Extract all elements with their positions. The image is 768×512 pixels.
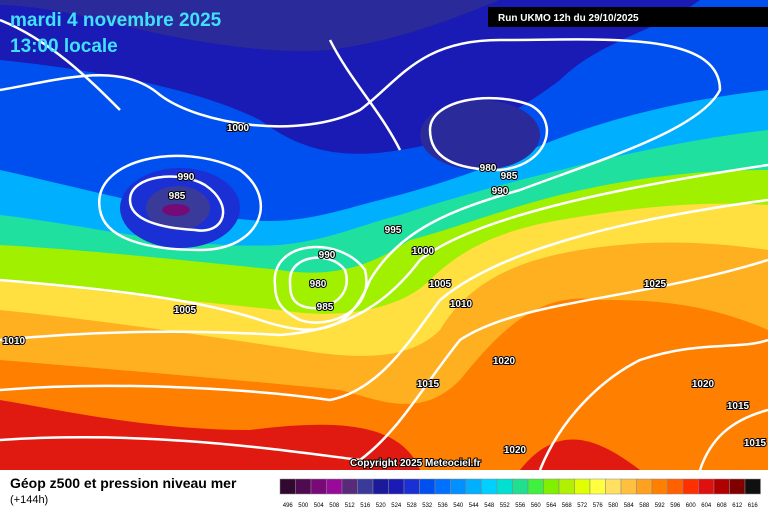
date-title: mardi 4 novembre 2025 [10, 10, 222, 31]
isobar-label: 990 [178, 172, 195, 183]
legend-label: 592 [655, 503, 666, 509]
isobar-label: 995 [385, 225, 402, 236]
legend-swatch [357, 478, 374, 495]
legend-label: 532 [422, 503, 433, 509]
legend-swatch [310, 478, 327, 495]
legend-swatch [465, 478, 482, 495]
isobar-label: 1010 [3, 336, 26, 347]
legend-label: 512 [345, 503, 356, 509]
legend-swatch [558, 478, 575, 495]
isobar-label: 1015 [727, 401, 750, 412]
legend-swatch [388, 478, 405, 495]
legend-swatch [450, 478, 467, 495]
legend-swatch [372, 478, 389, 495]
legend-label: 500 [298, 503, 309, 509]
legend-label: 508 [329, 503, 340, 509]
legend-label: 544 [469, 503, 480, 509]
copyright: Copyright 2025 Meteociel.fr [350, 458, 481, 469]
legend-label: 568 [562, 503, 573, 509]
legend-swatch [605, 478, 622, 495]
legend-label: 584 [624, 503, 635, 509]
isobar-label: 980 [480, 163, 497, 174]
run-label: Run UKMO 12h du 29/10/2025 [498, 13, 639, 24]
isobar-label: 1000 [227, 123, 250, 134]
legend-swatch [729, 478, 746, 495]
isobars [0, 18, 768, 471]
background-field [0, 0, 768, 470]
isobar-label: 980 [310, 279, 327, 290]
isobar-label: 1015 [417, 379, 440, 390]
legend-swatch [496, 478, 513, 495]
legend-label: 496 [283, 503, 294, 509]
isobar-label: 985 [169, 191, 186, 202]
legend-label: 516 [360, 503, 371, 509]
legend-swatch [481, 478, 498, 495]
legend-label: 536 [438, 503, 449, 509]
legend-swatch [527, 478, 544, 495]
isobar-label: 985 [317, 302, 334, 313]
legend-swatch [341, 478, 358, 495]
legend-label: 556 [515, 503, 526, 509]
legend-swatch [403, 478, 420, 495]
isobar-label: 1020 [493, 356, 516, 367]
legend-label: 576 [593, 503, 604, 509]
time-title: 13:00 locale [10, 36, 118, 57]
isobar-label: 990 [492, 186, 509, 197]
isobar-label: 1005 [429, 279, 452, 290]
run-box [488, 7, 768, 27]
legend-swatch [698, 478, 715, 495]
legend-label: 616 [748, 503, 759, 509]
isobar-label: 1020 [504, 445, 527, 456]
legend-swatch [512, 478, 529, 495]
legend-label: 528 [407, 503, 418, 509]
legend-swatch [279, 478, 296, 495]
isobar-label: 1005 [174, 305, 197, 316]
legend-label: 564 [546, 503, 557, 509]
legend-label: 572 [577, 503, 588, 509]
legend-label: 520 [376, 503, 387, 509]
legend-label: 524 [391, 503, 402, 509]
legend-swatch [636, 478, 653, 495]
legend-label: 560 [531, 503, 542, 509]
legend-label: 608 [717, 503, 728, 509]
legend-label: 548 [484, 503, 495, 509]
legend-swatch [574, 478, 591, 495]
legend-swatch [651, 478, 668, 495]
legend-swatch [620, 478, 637, 495]
legend-label: 604 [701, 503, 712, 509]
legend-swatch [713, 478, 730, 495]
legend-label: 600 [686, 503, 697, 509]
legend-swatch [543, 478, 560, 495]
legend-label: 552 [500, 503, 511, 509]
isobar-label: 1025 [644, 279, 667, 290]
legend-swatch [744, 478, 761, 495]
legend-swatch [434, 478, 451, 495]
legend-swatch [589, 478, 606, 495]
legend-label: 612 [732, 503, 743, 509]
legend-label: 540 [453, 503, 464, 509]
legend-swatch [295, 478, 312, 495]
isobar-label: 985 [501, 171, 518, 182]
footer-subtitle: (+144h) [10, 494, 48, 506]
footer-title: Géop z500 et pression niveau mer [10, 475, 237, 491]
legend-label: 596 [670, 503, 681, 509]
isobar-label: 1020 [692, 379, 715, 390]
isobar-label: 990 [319, 250, 336, 261]
legend-label: 504 [314, 503, 325, 509]
isobar-label: 1010 [450, 299, 473, 310]
isobar-label: 1000 [412, 246, 435, 257]
legend-swatch [667, 478, 684, 495]
legend-swatch [419, 478, 436, 495]
isobar-label: 1015 [744, 438, 767, 449]
legend-swatch [682, 478, 699, 495]
legend-label: 588 [639, 503, 650, 509]
legend-swatch [326, 478, 343, 495]
legend-label: 580 [608, 503, 619, 509]
